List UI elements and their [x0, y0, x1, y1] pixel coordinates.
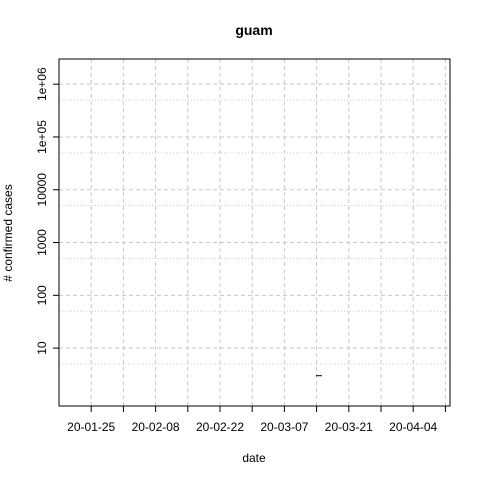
series-point [316, 375, 318, 377]
chart-title: guam [235, 22, 272, 38]
x-tick-label: 20-03-07 [260, 420, 308, 434]
y-tick-label: 10 [35, 341, 49, 355]
x-axis-label: date [242, 451, 266, 465]
x-tick-label: 20-02-22 [196, 420, 244, 434]
y-tick-label: 1000 [35, 229, 49, 256]
series-point [320, 375, 322, 377]
plot-frame [58, 58, 451, 407]
grid-layer [59, 59, 450, 406]
y-axis-label: # confirmed cases [1, 184, 15, 281]
x-tick-label: 20-02-08 [132, 420, 180, 434]
y-tick-label: 1e+05 [35, 120, 49, 154]
y-tick-label: 100 [35, 285, 49, 305]
x-tick-label: 20-04-04 [389, 420, 437, 434]
series-layer [316, 375, 322, 377]
y-tick-label: 10000 [35, 173, 49, 207]
x-tick-label: 20-03-21 [325, 420, 373, 434]
y-tick-label: 1e+06 [35, 67, 49, 101]
x-tick-label: 20-01-25 [67, 420, 115, 434]
